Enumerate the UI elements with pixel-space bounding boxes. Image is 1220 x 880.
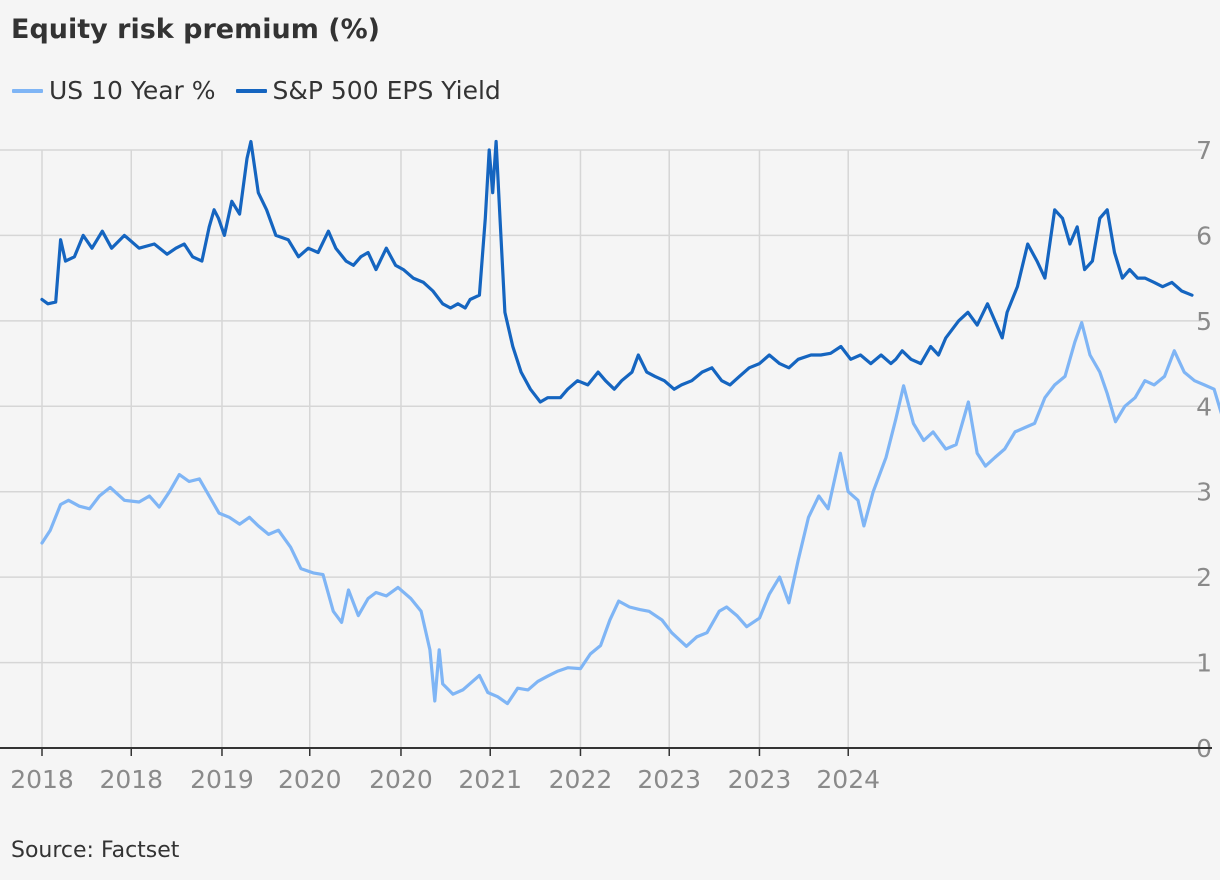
legend-item-us-10-year: US 10 Year % (12, 76, 216, 105)
legend-label-us-10-year: US 10 Year % (49, 76, 216, 105)
legend-swatch-us-10-year (12, 88, 43, 93)
x-tick-label: 2018 (10, 765, 74, 794)
chart-grid (0, 149, 1202, 748)
legend-label-sp500-eps-yield: S&P 500 EPS Yield (272, 76, 501, 105)
x-tick-label: 2020 (278, 765, 342, 794)
x-tick-label: 2019 (190, 765, 254, 794)
series-line-us-10-year (40, 321, 1220, 706)
y-tick-label: 4 (1196, 392, 1212, 421)
x-tick-label: 2020 (369, 765, 433, 794)
x-tick-label: 2021 (458, 765, 522, 794)
legend-swatch-sp500-eps-yield (235, 88, 267, 93)
x-tick-label: 2023 (728, 765, 792, 794)
series-line-sp500-eps-yield (40, 139, 1194, 404)
x-tick-label: 2024 (816, 765, 880, 794)
y-tick-label: 2 (1196, 563, 1212, 592)
chart-legend: US 10 Year % S&P 500 EPS Yield (12, 76, 521, 105)
y-tick-label: 3 (1196, 478, 1212, 507)
chart-source: Source: Factset (11, 838, 180, 863)
y-tick-label: 5 (1196, 307, 1212, 336)
y-tick-label: 7 (1196, 136, 1212, 165)
y-tick-label: 1 (1196, 649, 1212, 678)
x-tick-label: 2018 (99, 765, 163, 794)
chart-title: Equity risk premium (%) (11, 14, 380, 45)
x-tick-label: 2022 (549, 765, 613, 794)
x-tick-label: 2023 (637, 765, 701, 794)
legend-item-sp500-eps-yield: S&P 500 EPS Yield (235, 76, 501, 105)
y-tick-label: 6 (1196, 221, 1212, 250)
chart-series (40, 139, 1220, 706)
x-axis-ticks: 2018 2018 2019 2020 2020 2021 2022 2023 2023 2024 (0, 747, 1212, 794)
